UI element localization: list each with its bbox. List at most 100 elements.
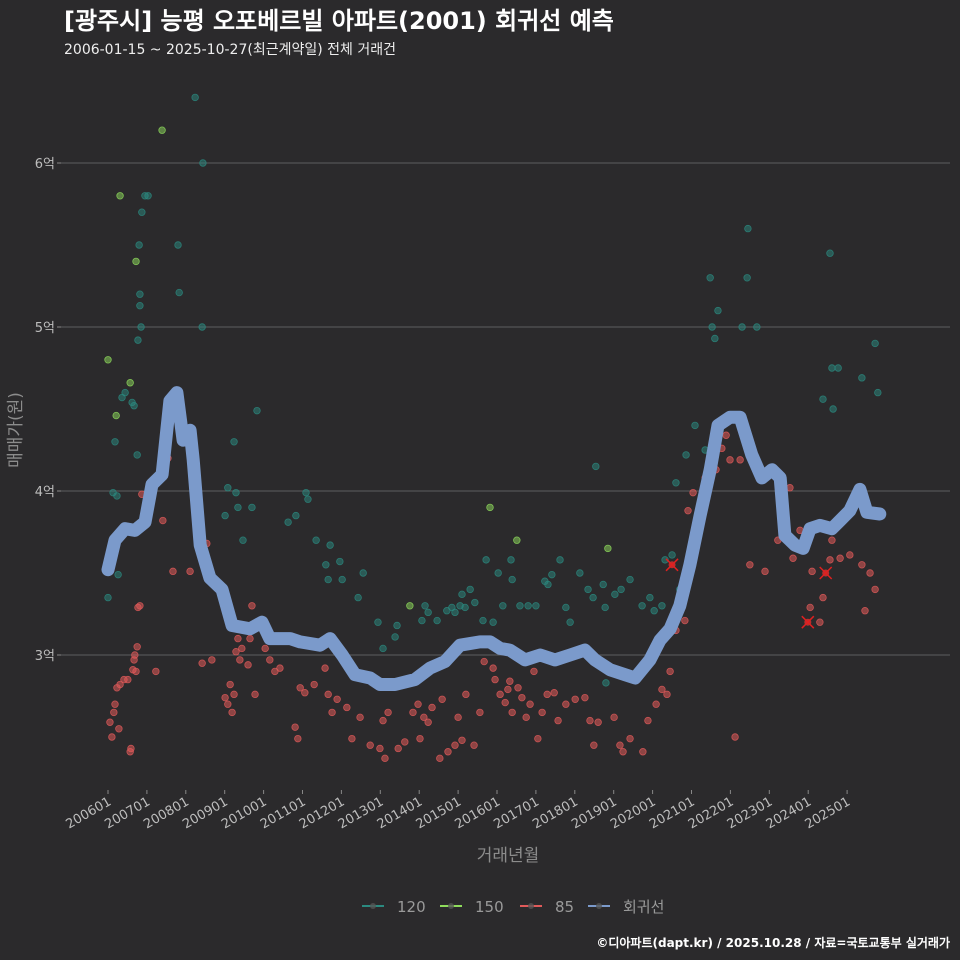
data-point-85 [251,690,259,699]
data-point-120 [482,556,490,564]
data-point-150 [112,411,120,420]
legend-dot [370,903,376,909]
data-point-85 [543,690,551,699]
data-point-120 [138,208,146,216]
data-point-85 [291,723,299,731]
data-point-120 [562,603,570,612]
data-point-85 [244,661,252,669]
data-point-85 [684,506,692,515]
legend-label: 120 [397,898,426,916]
data-point-85 [508,708,516,717]
data-point-120 [136,290,144,298]
data-point-85 [111,700,119,708]
data-point-85 [504,685,512,694]
data-point-85 [726,456,734,464]
data-point-120 [304,495,312,503]
data-point-120 [144,192,152,200]
data-point-85 [356,713,364,722]
data-point-120 [556,556,564,564]
legend-item-120: 120 [362,898,426,916]
data-point-120 [424,608,432,617]
data-point-120 [661,556,669,564]
legend-dot [528,903,534,909]
data-point-85 [501,698,509,707]
data-point-85 [480,657,488,666]
data-point-85 [261,644,269,653]
grid [60,162,950,656]
data-point-85 [169,567,177,576]
data-point-85 [324,690,332,699]
data-point-120 [113,492,121,500]
data-point-85 [321,664,329,672]
data-point-150 [132,257,140,266]
data-point-85 [343,703,351,712]
legend-dot [448,903,454,909]
data-point-85 [581,693,589,702]
data-point-85 [550,689,558,697]
y-axis: 3억 4억 5억 6억 [35,157,61,664]
data-point-120 [599,580,607,589]
legend-dot [596,903,602,909]
data-point-85 [333,695,341,703]
data-point-85 [518,693,526,702]
chart-subtitle: 2006-01-15 ~ 2025-10-27(최근계약일) 전체 거래건 [64,42,396,58]
data-point-120 [224,484,232,492]
data-point-85 [451,741,459,749]
data-point-120 [137,323,145,331]
data-point-120 [130,402,138,410]
data-point-120 [175,288,183,297]
data-point-120 [508,575,516,584]
data-point-85 [106,718,114,726]
data-point-85 [506,677,514,685]
data-point-85 [115,725,123,733]
data-point-85 [722,431,730,439]
data-point-120 [668,551,676,559]
data-point-85 [414,700,422,708]
x-mark-icon [665,558,679,572]
data-point-85 [836,554,844,562]
data-point-120 [826,249,834,257]
legend-item-85: 85 [520,898,574,916]
data-point-85 [266,656,274,664]
data-point-85 [761,567,769,576]
data-point-120 [451,608,459,617]
data-point-85 [271,667,279,676]
data-point-120 [421,602,429,610]
data-point-85 [152,667,160,676]
data-point-120 [828,364,836,372]
data-point-120 [379,644,387,653]
data-point-120 [322,561,330,569]
data-point-120 [114,570,122,579]
caption: ©디아파트(dapt.kr) / 2025.10.28 / 자료=국토교통부 실… [596,935,950,950]
data-point-85 [530,667,538,676]
data-point-85 [846,551,854,559]
data-point-85 [663,690,671,699]
data-point-120 [248,503,256,512]
x-mark-icon [819,566,833,580]
data-point-120 [489,618,497,626]
legend: 120 150 85 회귀선 [362,898,664,916]
x-tick-label: 202501 [803,794,853,832]
y-tick-label: 4억 [35,485,55,500]
data-point-120 [121,388,129,397]
data-point-120 [524,602,532,610]
data-point-120 [104,593,112,602]
data-point-120 [584,585,592,594]
data-point-120 [874,388,882,397]
data-point-85 [208,656,216,664]
data-point-85 [238,644,246,653]
data-point-85 [379,716,387,725]
data-point-85 [384,708,392,717]
data-point-120 [302,488,310,497]
data-point-120 [617,585,625,594]
data-point-120 [111,438,119,446]
data-point-150 [104,356,112,364]
data-point-85 [232,648,240,656]
data-point-85 [366,741,374,749]
data-point-120 [682,451,690,459]
highlight-marker [665,558,679,572]
data-point-85 [310,680,318,689]
scatter-points [104,93,882,763]
highlight-marker [801,615,815,629]
data-point-150 [513,536,521,544]
